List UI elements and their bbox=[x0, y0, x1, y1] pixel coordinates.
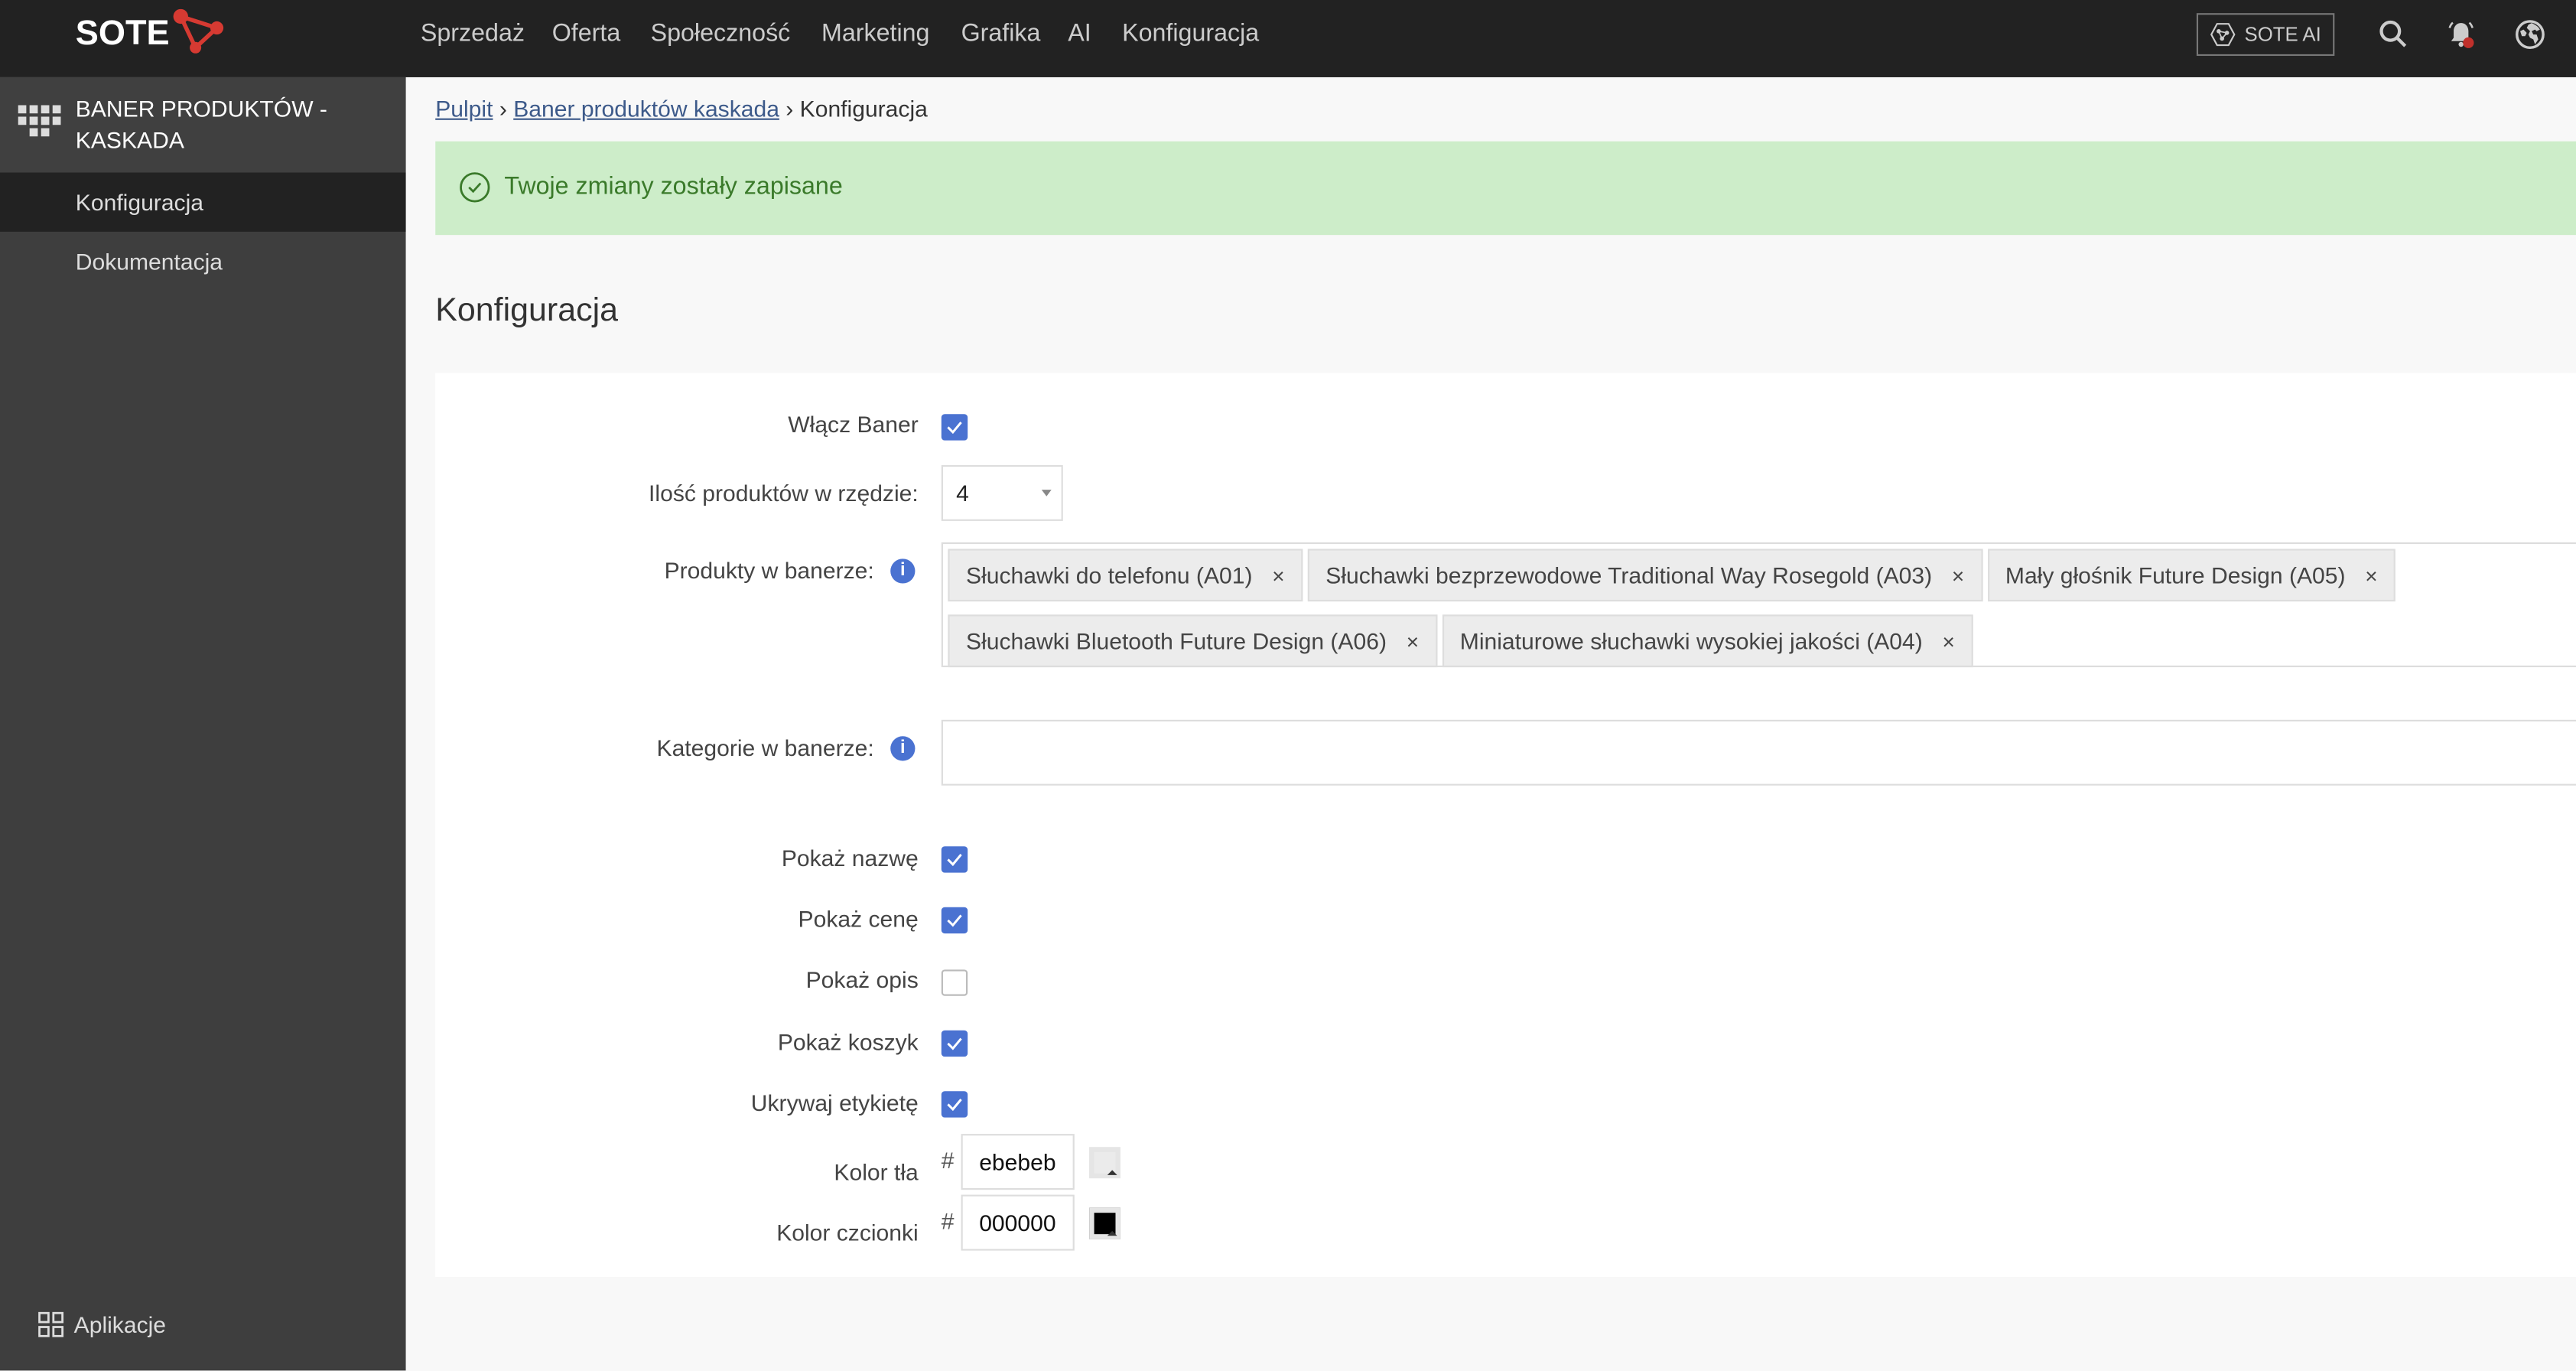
breadcrumb-current: Konfiguracja bbox=[799, 95, 928, 122]
hide-label-checkbox[interactable] bbox=[941, 1091, 968, 1118]
success-alert: Twoje zmiany zostały zapisane bbox=[435, 141, 2576, 236]
chevron-down-icon bbox=[1041, 490, 1052, 497]
bg-color-label: Kolor tła bbox=[834, 1158, 919, 1185]
alert-text: Twoje zmiany zostały zapisane bbox=[504, 172, 843, 201]
products-label: Produkty w banerze: bbox=[664, 557, 874, 584]
product-tag: Słuchawki bezprzewodowe Traditional Way … bbox=[1307, 549, 1982, 602]
remove-tag-icon[interactable]: × bbox=[1942, 628, 1955, 653]
nav-ai[interactable]: AI bbox=[1068, 19, 1091, 48]
sidebar: BANER PRODUKTÓW - KASKADA Konfiguracja D… bbox=[0, 77, 406, 1371]
categories-input[interactable] bbox=[941, 719, 2576, 786]
check-circle-icon bbox=[460, 172, 490, 203]
per-row-value: 4 bbox=[956, 480, 969, 506]
font-color-input[interactable]: 000000 bbox=[961, 1194, 1075, 1251]
logo-text: SOTE bbox=[75, 15, 170, 53]
remove-tag-icon[interactable]: × bbox=[1951, 562, 1965, 588]
sidebar-item-dokumentacja[interactable]: Dokumentacja bbox=[75, 248, 223, 275]
tag-label: Słuchawki do telefonu (A01) bbox=[966, 562, 1253, 588]
nav-grafika[interactable]: Grafika bbox=[961, 19, 1041, 48]
nav-sprzedaz[interactable]: Sprzedaż bbox=[420, 19, 525, 48]
show-cart-checkbox[interactable] bbox=[941, 1030, 968, 1057]
grid-app-icon bbox=[18, 105, 61, 137]
page-title: Konfiguracja bbox=[435, 292, 619, 329]
categories-label: Kategorie w banerze: bbox=[656, 734, 874, 761]
show-name-label: Pokaż nazwę bbox=[781, 845, 919, 871]
check-icon bbox=[947, 1037, 962, 1050]
show-cart-label: Pokaż koszyk bbox=[777, 1028, 919, 1056]
check-icon bbox=[947, 853, 962, 867]
products-tag-input[interactable]: Słuchawki do telefonu (A01) × Słuchawki b… bbox=[941, 542, 2576, 668]
per-row-label: Ilość produktów w rzędzie: bbox=[649, 480, 919, 506]
bg-color-input[interactable]: ebebeb bbox=[961, 1134, 1075, 1190]
nav-spolecznosc[interactable]: Społeczność bbox=[650, 19, 791, 48]
product-tag: Słuchawki do telefonu (A01) × bbox=[948, 549, 1303, 602]
apps-label: Aplikacje bbox=[73, 1311, 167, 1338]
tag-label: Miniaturowe słuchawki wysokiej jakości (… bbox=[1459, 627, 1923, 654]
show-price-checkbox[interactable] bbox=[941, 907, 968, 934]
bell-icon[interactable] bbox=[2444, 18, 2477, 51]
logo-mark-icon bbox=[173, 8, 224, 54]
nav-oferta[interactable]: Oferta bbox=[551, 19, 621, 48]
nav-marketing[interactable]: Marketing bbox=[821, 19, 930, 48]
tag-label: Słuchawki Bluetooth Future Design (A06) bbox=[966, 627, 1387, 654]
show-desc-label: Pokaż opis bbox=[805, 966, 919, 993]
font-color-label: Kolor czcionki bbox=[776, 1219, 919, 1246]
hash-prefix: # bbox=[941, 1147, 955, 1174]
product-tag: Miniaturowe słuchawki wysokiej jakości (… bbox=[1442, 614, 1973, 668]
check-icon bbox=[947, 914, 962, 927]
remove-tag-icon[interactable]: × bbox=[1406, 628, 1420, 653]
show-price-label: Pokaż cenę bbox=[798, 905, 919, 932]
search-icon[interactable] bbox=[2377, 18, 2410, 51]
globe-icon[interactable] bbox=[2513, 18, 2546, 51]
top-navigation-bar: SOTE Sprzedaż Oferta Społeczność Marketi… bbox=[0, 0, 2576, 77]
info-icon[interactable]: i bbox=[890, 736, 916, 761]
product-tag: Słuchawki Bluetooth Future Design (A06) × bbox=[948, 614, 1437, 668]
per-row-select[interactable]: 4 bbox=[941, 464, 1063, 521]
breadcrumb-baner[interactable]: Baner produktów kaskada bbox=[513, 95, 779, 122]
info-icon[interactable]: i bbox=[890, 558, 916, 584]
remove-tag-icon[interactable]: × bbox=[2365, 562, 2378, 588]
breadcrumb-pulpit[interactable]: Pulpit bbox=[435, 95, 493, 122]
sidebar-apps-link[interactable]: Aplikacje bbox=[37, 1311, 166, 1337]
check-icon bbox=[947, 1099, 962, 1112]
show-desc-checkbox[interactable] bbox=[941, 969, 968, 996]
remove-tag-icon[interactable]: × bbox=[1272, 562, 1285, 588]
config-form-panel bbox=[435, 373, 2576, 1277]
notification-dot bbox=[2463, 37, 2474, 48]
tag-label: Słuchawki bezprzewodowe Traditional Way … bbox=[1325, 562, 1933, 588]
tag-label: Mały głośnik Future Design (A05) bbox=[2005, 562, 2346, 588]
breadcrumb: Pulpit › Baner produktów kaskada › Konfi… bbox=[435, 95, 928, 122]
nav-konfiguracja[interactable]: Konfiguracja bbox=[1122, 19, 1260, 48]
sote-ai-button[interactable]: SOTE AI bbox=[2196, 13, 2335, 57]
font-color-swatch[interactable] bbox=[1089, 1207, 1120, 1239]
sidebar-item-konfiguracja[interactable]: Konfiguracja bbox=[0, 172, 406, 232]
check-icon bbox=[947, 422, 962, 435]
bg-color-swatch[interactable] bbox=[1089, 1147, 1120, 1179]
sote-logo[interactable]: SOTE bbox=[75, 8, 224, 54]
enable-banner-label: Włącz Baner bbox=[788, 411, 919, 438]
show-name-checkbox[interactable] bbox=[941, 846, 968, 873]
apps-grid-icon bbox=[38, 1311, 64, 1337]
hide-label-label: Ukrywaj etykietę bbox=[750, 1089, 919, 1116]
hexagon-network-icon bbox=[2210, 23, 2236, 47]
sote-ai-label: SOTE AI bbox=[2244, 23, 2321, 47]
hash-prefix: # bbox=[941, 1207, 955, 1235]
sidebar-header: BANER PRODUKTÓW - KASKADA bbox=[0, 77, 406, 173]
sidebar-app-title: BANER PRODUKTÓW - KASKADA bbox=[75, 95, 327, 153]
enable-banner-checkbox[interactable] bbox=[941, 414, 968, 441]
product-tag: Mały głośnik Future Design (A05) × bbox=[1987, 549, 2396, 602]
